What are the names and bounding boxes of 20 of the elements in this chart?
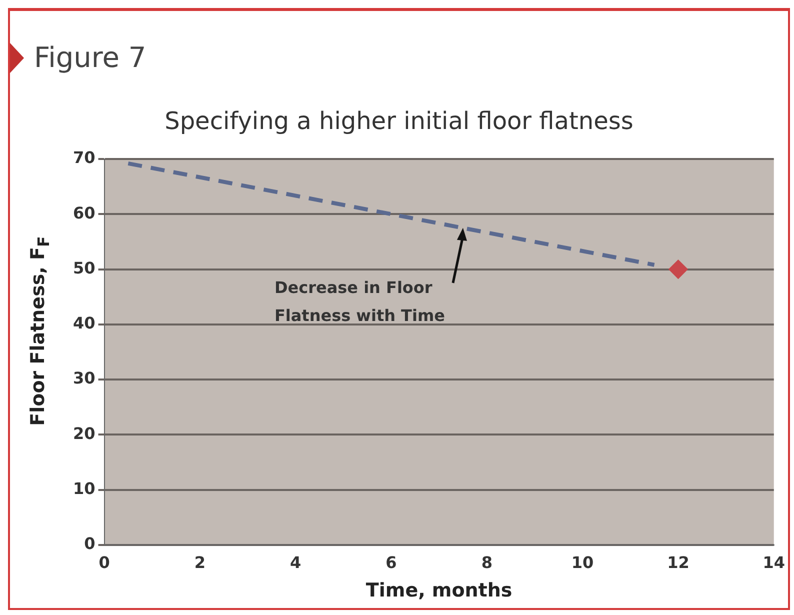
y-tick-label: 40	[73, 314, 96, 333]
caption: Figure 7	[34, 41, 146, 74]
x-tick-label: 8	[481, 552, 492, 572]
chart-title: Specifying a higher initial floor flatness	[164, 107, 634, 135]
y-tick-label: 20	[73, 424, 96, 443]
x-axis-title: Time, months	[366, 580, 512, 602]
y-tick-label: 70	[73, 148, 96, 168]
annotation: Decrease in Floor Flatness with Time	[274, 278, 446, 325]
x-tick-label: 2	[194, 552, 206, 572]
x-tick-label: 12	[667, 552, 690, 572]
y-tick-label: 30	[73, 368, 96, 388]
y-tick-label: 60	[73, 203, 96, 222]
x-tick-label: 14	[762, 552, 785, 572]
y-tick-label: 10	[73, 479, 96, 498]
x-tick-label: 10	[571, 552, 594, 572]
y-tick-label: 50	[73, 258, 96, 278]
x-tick-label: 0	[98, 552, 110, 572]
x-tick-label: 4	[290, 552, 302, 572]
x-tick-label: 6	[386, 552, 397, 572]
y-tick-label: 0	[84, 534, 96, 554]
